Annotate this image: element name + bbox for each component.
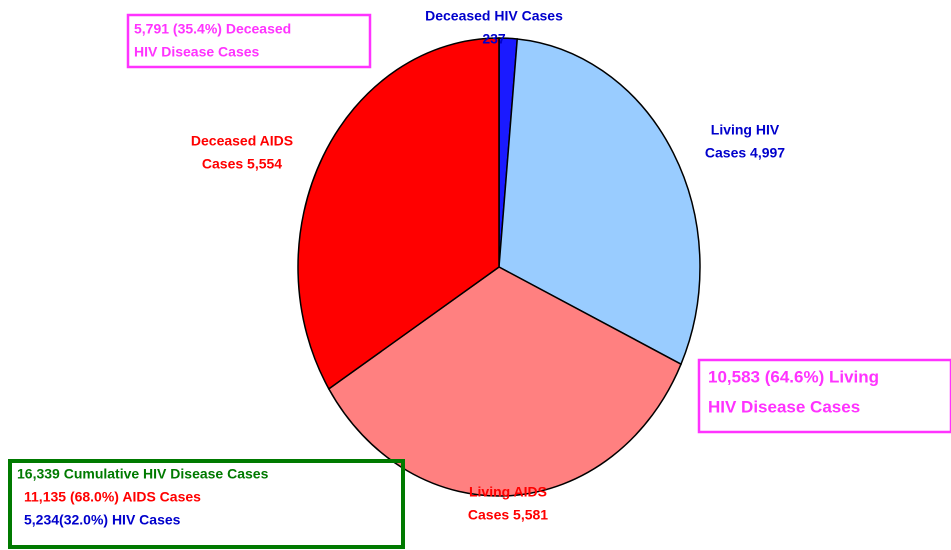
annotation-text: 11,135 (68.0%) AIDS Cases [24,489,201,505]
slice-label: 237 [482,31,506,47]
slice-label: Cases 4,997 [705,145,785,161]
annotation-text: 10,583 (64.6%) Living [708,367,879,386]
pie-slice [297,37,500,390]
pie-slice [498,38,701,366]
slice-label: Living HIV [711,122,780,138]
annotation-box [126,13,372,69]
annotation-text: 5,791 (35.4%) Deceased [134,21,291,37]
pie-slice [327,266,682,497]
annotation-text: HIV Disease Cases [134,44,260,60]
annotation-text: HIV Disease Cases [708,397,860,416]
slice-label: Deceased AIDS [191,133,293,149]
annotation-box [8,459,405,549]
slice-label: Living AIDS [469,484,547,500]
annotation-text: 5,234(32.0%) HIV Cases [24,512,181,528]
annotation-text: 16,339 Cumulative HIV Disease Cases [17,466,269,482]
slice-label: Cases 5,554 [202,156,282,172]
slice-label: Cases 5,581 [468,507,548,523]
annotation-box [697,358,951,434]
slice-label: Deceased HIV Cases [425,8,563,24]
